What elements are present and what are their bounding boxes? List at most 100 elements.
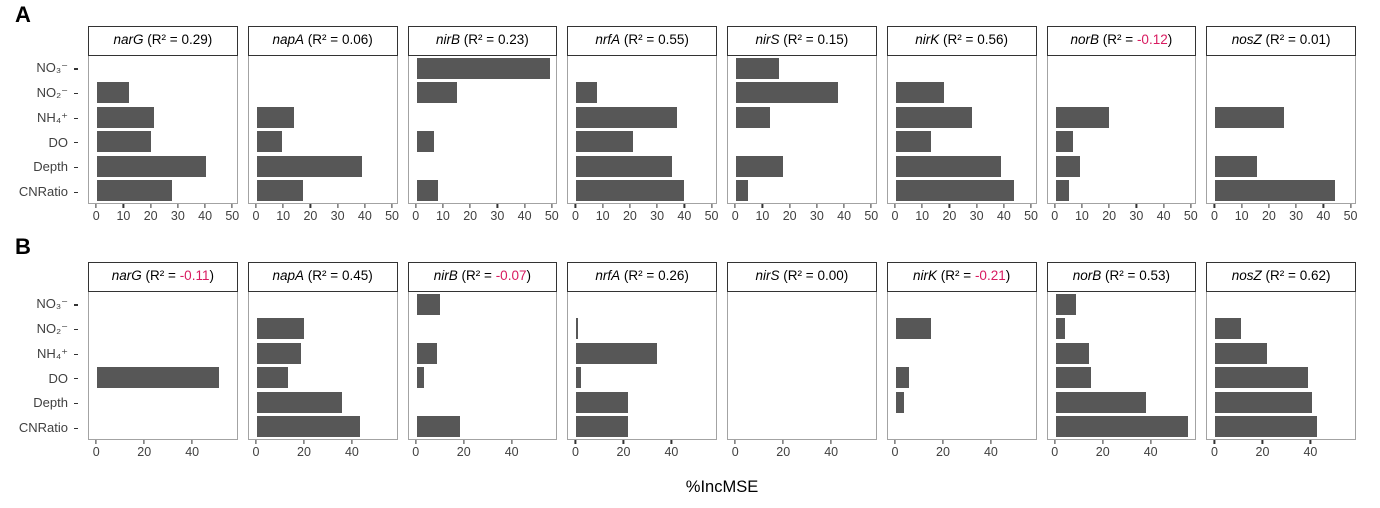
y-axis-label-text: Depth — [33, 395, 68, 411]
y-tick-mark — [74, 378, 78, 380]
r2-suffix: ) — [843, 32, 849, 47]
x-tick-mark — [95, 440, 97, 444]
bar-Depth-narG-A — [97, 155, 206, 177]
panel-strip: norB (R² = -0.12) — [1046, 26, 1197, 56]
r2-suffix: ) — [526, 268, 531, 283]
r2-suffix: ) — [1325, 32, 1331, 47]
bar-NH4-napA-B — [256, 342, 301, 364]
panel-plot — [407, 56, 558, 204]
x-tick-label: 40 — [677, 209, 692, 223]
bar-DO-nrfA-A — [576, 131, 633, 153]
y-axis-labels: NO₃⁻ NO₂⁻ NH₄⁺ DO Depth CNRatio — [0, 292, 78, 440]
bar-DO-nirB-A — [416, 131, 435, 153]
y-tick-mark — [74, 166, 78, 169]
r2-prefix: (R² = — [937, 268, 975, 283]
x-tick-label: 30 — [650, 209, 665, 223]
x-tick-mark — [150, 204, 152, 208]
bar-NO2-nrfA-B — [576, 318, 579, 340]
x-tick-label: 0 — [252, 445, 260, 459]
bar-CNRatio-nrfA-B — [576, 416, 629, 438]
x-tick-mark — [1322, 204, 1324, 208]
bar-DO-nirK-A — [895, 131, 931, 153]
x-tick-label: 40 — [504, 445, 519, 459]
row-label-B: B — [15, 234, 31, 259]
panel-strip: nirB (R² = 0.23) — [407, 26, 558, 56]
x-tick-label: 50 — [225, 209, 240, 223]
panel-plot — [727, 56, 877, 204]
x-tick-mark — [1295, 204, 1297, 208]
y-axis-label-CNRatio: CNRatio — [0, 179, 78, 204]
x-axis: 0 20 40 — [88, 440, 238, 464]
x-tick-mark — [1213, 440, 1216, 444]
y-tick-mark — [74, 402, 78, 405]
bar-NO2-nirK-A — [895, 82, 945, 104]
x-tick-mark — [1150, 440, 1152, 444]
x-tick-label: 50 — [704, 209, 719, 223]
r2-prefix: (R² = — [141, 268, 180, 283]
bar-Depth-norB-A — [1055, 155, 1080, 177]
panel-strip: narG (R² = -0.11) — [88, 262, 238, 292]
x-tick-label: 0 — [891, 445, 899, 459]
y-tick-mark — [74, 328, 78, 331]
x-tick-label: 0 — [731, 445, 739, 459]
r2-prefix: (R² = — [304, 32, 342, 47]
facet-panel-norB-B: norB (R² = 0.53) 0 20 40 — [1046, 262, 1197, 464]
panel-plot — [407, 292, 558, 440]
x-tick-label: 0 — [572, 209, 579, 223]
x-tick-label: 30 — [330, 209, 345, 223]
x-tick-label: 0 — [731, 209, 739, 223]
x-tick-label: 30 — [809, 209, 824, 223]
x-tick-mark — [816, 204, 818, 208]
gene-name: norB — [1072, 268, 1102, 283]
x-tick-mark — [1309, 440, 1312, 444]
x-tick-label: 0 — [1051, 209, 1059, 223]
gene-name: nirK — [913, 268, 938, 283]
x-tick-label: 30 — [1129, 209, 1144, 223]
y-axis-label-text: NH₄⁺ — [37, 345, 68, 361]
r2-prefix: (R² = — [939, 32, 978, 47]
facet-panel-nirK-A: nirK (R² = 0.56) 0 10 20 30 40 50 — [886, 26, 1038, 228]
panel-strip: norB (R² = 0.53) — [1046, 262, 1197, 292]
y-axis-label-text: Depth — [33, 159, 68, 175]
bar-NO2-narG-A — [97, 82, 130, 104]
x-tick-mark — [364, 204, 366, 208]
bar-NO2-nirB-A — [416, 82, 457, 104]
x-tick-label: 20 — [942, 209, 957, 223]
bar-NO2-nirS-A — [736, 82, 839, 104]
x-tick-mark — [351, 440, 353, 444]
y-axis-label-Depth: Depth — [0, 391, 78, 416]
x-tick-mark — [734, 204, 736, 208]
x-axis: 0 20 40 — [248, 440, 398, 464]
x-tick-label: 40 — [1303, 445, 1318, 459]
x-tick-label: 10 — [595, 209, 610, 223]
bar-CNRatio-norB-B — [1055, 416, 1189, 438]
bar-NH4-nrfA-B — [576, 342, 657, 364]
x-tick-mark — [1268, 204, 1270, 208]
y-axis-label-NH4: NH₄⁺ — [0, 341, 78, 366]
r2-prefix: (R² = — [1261, 268, 1300, 283]
panel-plot — [247, 56, 398, 204]
bar-NH4-nrfA-A — [576, 106, 678, 128]
x-axis-title: %IncMSE — [685, 478, 759, 496]
x-tick-mark — [282, 204, 284, 208]
gene-name: nosZ — [1231, 268, 1262, 283]
bar-CNRatio-norB-A — [1055, 180, 1070, 202]
x-tick-mark — [602, 204, 604, 208]
r2-value: 0.45 — [341, 268, 369, 283]
bar-Depth-nrfA-A — [576, 155, 672, 177]
x-tick-mark — [523, 204, 526, 208]
x-tick-label: 20 — [456, 445, 471, 459]
r2-value: 0.26 — [658, 268, 685, 283]
bar-NO3-nirS-A — [736, 57, 780, 79]
x-tick-mark — [683, 204, 685, 208]
x-tick-label: 50 — [1024, 209, 1038, 223]
x-tick-label: 20 — [776, 445, 791, 459]
x-axis: 0 10 20 30 40 50 — [887, 204, 1038, 228]
bar-DO-nirB-B — [416, 367, 424, 389]
y-axis-label-NO2: NO₂⁻ — [0, 81, 78, 106]
x-tick-mark — [303, 440, 305, 444]
panel-plot — [247, 292, 398, 440]
x-tick-label: 20 — [1102, 209, 1117, 223]
r2-value: 0.00 — [817, 268, 844, 283]
facet-panel-nrfA-A: nrfA (R² = 0.55) 0 10 20 30 40 50 — [567, 26, 719, 228]
